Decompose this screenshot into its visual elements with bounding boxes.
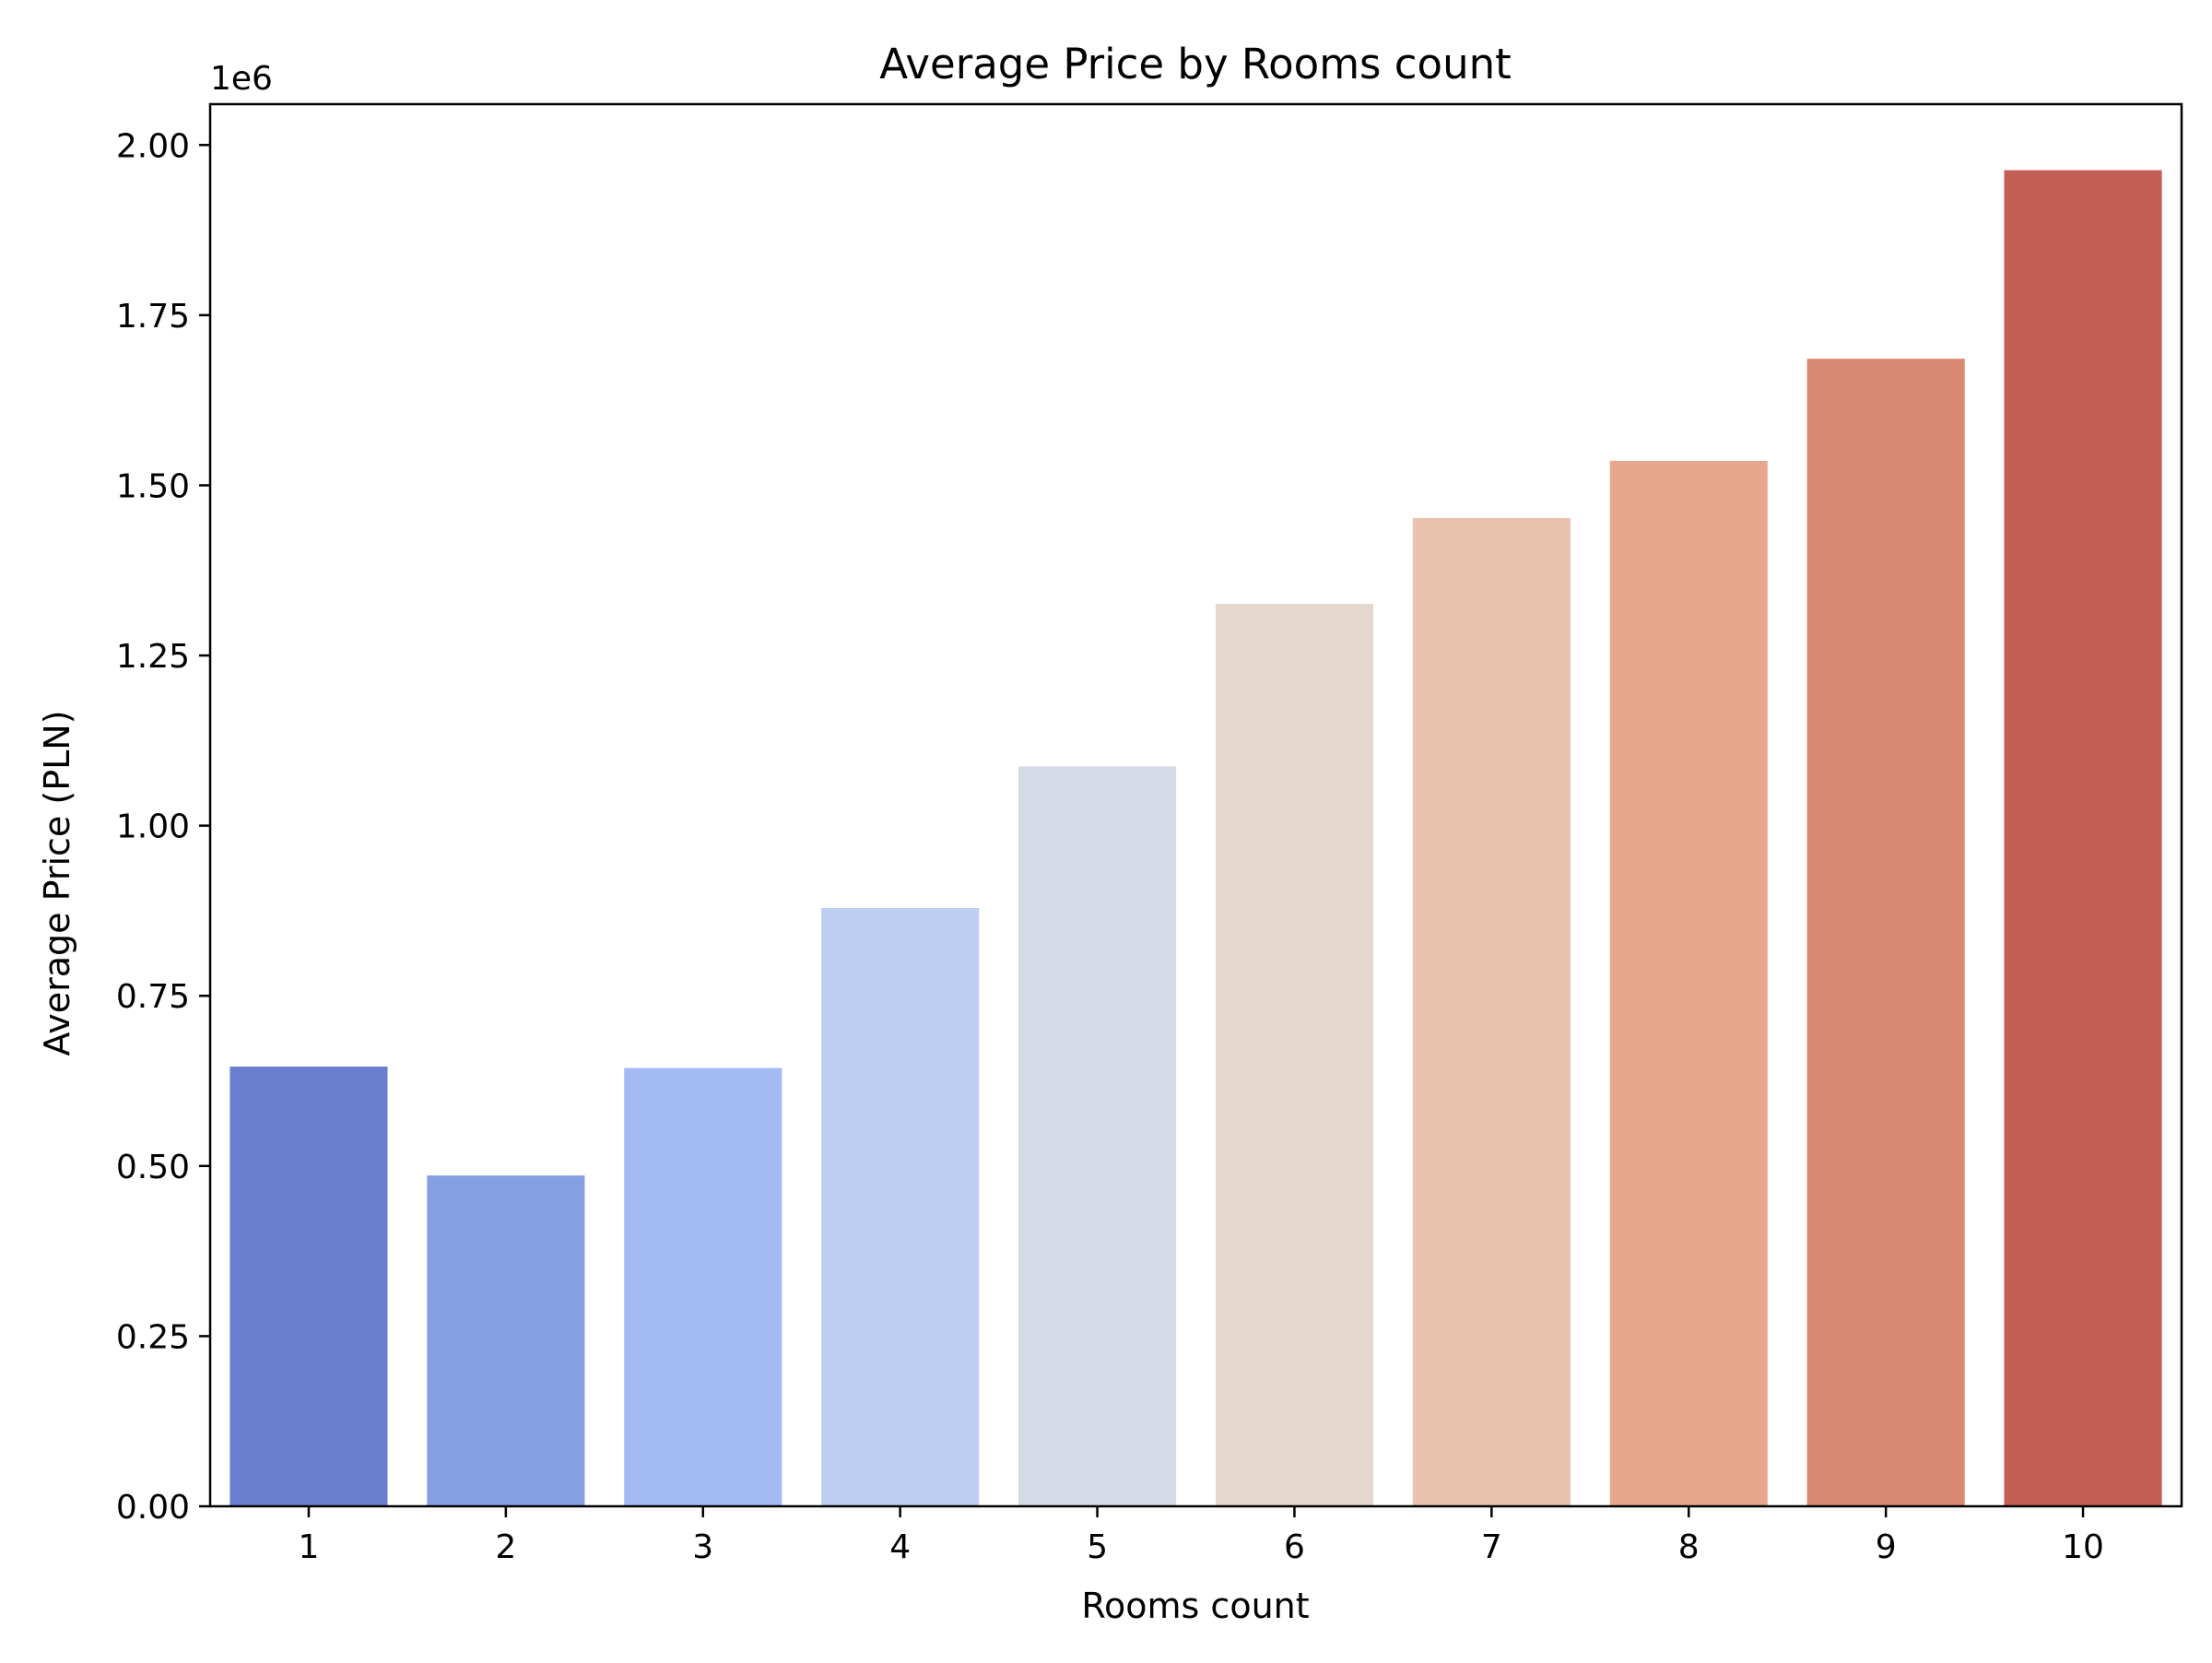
bar-rooms-6: [1215, 603, 1374, 1506]
x-tick-label: 1: [298, 1528, 319, 1566]
y-tick-label: 1.25: [116, 638, 190, 676]
x-axis-ticks: 1 2 3 4 5 6 7 8 9 10: [298, 1506, 2104, 1566]
y-tick-label: 1.00: [116, 808, 190, 846]
y-tick-label: 1.50: [116, 467, 190, 505]
x-tick-label: 5: [1087, 1528, 1108, 1566]
bar-rooms-1: [229, 1067, 388, 1506]
bar-rooms-8: [1609, 460, 1768, 1506]
x-tick-label: 6: [1284, 1528, 1305, 1566]
y-axis-offset-label: 1e6: [210, 60, 273, 98]
y-tick-label: 0.75: [116, 978, 190, 1016]
chart-title: Average Price by Rooms count: [879, 40, 1512, 88]
x-tick-label: 8: [1678, 1528, 1700, 1566]
x-tick-label: 10: [2062, 1528, 2104, 1566]
y-tick-label: 1.75: [116, 298, 190, 336]
bar-rooms-4: [821, 907, 980, 1506]
bar-rooms-3: [624, 1067, 782, 1506]
bar-rooms-10: [2004, 170, 2162, 1507]
bar-rooms-5: [1018, 766, 1177, 1506]
bar-rooms-2: [427, 1175, 585, 1506]
y-tick-label: 0.25: [116, 1318, 190, 1356]
x-axis-label: Rooms count: [1081, 1586, 1309, 1626]
y-tick-label: 2.00: [116, 127, 190, 165]
y-tick-label: 0.00: [116, 1489, 190, 1527]
x-tick-label: 2: [495, 1528, 516, 1566]
x-tick-label: 3: [692, 1528, 713, 1566]
plot-frame: [208, 102, 2183, 1508]
x-tick-label: 7: [1481, 1528, 1502, 1566]
x-tick-label: 4: [889, 1528, 911, 1566]
bars-layer: [229, 170, 2162, 1507]
y-axis-label: Average Price (PLN): [37, 710, 77, 1056]
y-tick-label: 0.50: [116, 1149, 190, 1186]
bar-rooms-9: [1806, 359, 1965, 1507]
x-tick-label: 9: [1876, 1528, 1897, 1566]
y-axis-ticks: 0.00 0.25 0.50 0.75 1.00 1.25 1.50 1.75 2.00: [116, 127, 210, 1527]
bar-rooms-7: [1412, 517, 1571, 1506]
